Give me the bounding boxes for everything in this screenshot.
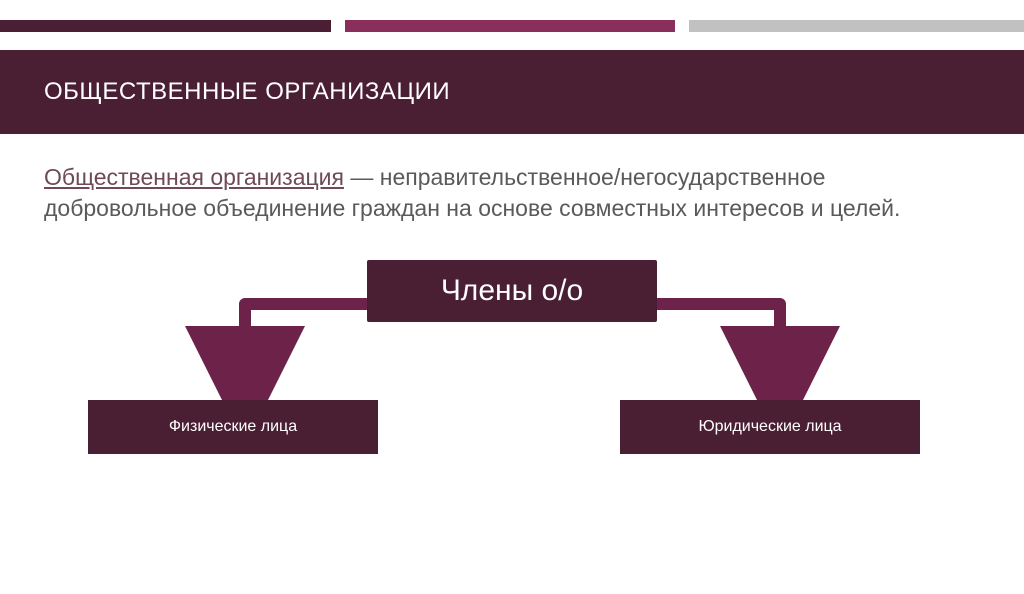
diagram-child-1: Физические лица <box>88 400 378 454</box>
accent-bar-1 <box>0 20 331 32</box>
diagram-root: Члены о/о <box>367 260 657 322</box>
diagram-child-2: Юридические лица <box>620 400 920 454</box>
org-diagram: Члены о/о Физические лица Юридические ли… <box>0 260 1024 480</box>
accent-bar-2 <box>345 20 676 32</box>
diagram-child-2-label: Юридические лица <box>698 418 841 435</box>
accent-bar-3 <box>689 20 1024 32</box>
header-band: ОБЩЕСТВЕННЫЕ ОРГАНИЗАЦИИ <box>0 50 1024 134</box>
definition-paragraph: Общественная организация — неправительст… <box>44 162 980 224</box>
definition-term: Общественная организация <box>44 164 344 190</box>
diagram-child-1-label: Физические лица <box>169 418 297 435</box>
slide-title: ОБЩЕСТВЕННЫЕ ОРГАНИЗАЦИИ <box>44 78 980 106</box>
diagram-root-label: Члены о/о <box>441 274 583 307</box>
top-accent-bars <box>0 20 1024 32</box>
definition-separator: — <box>344 164 380 190</box>
